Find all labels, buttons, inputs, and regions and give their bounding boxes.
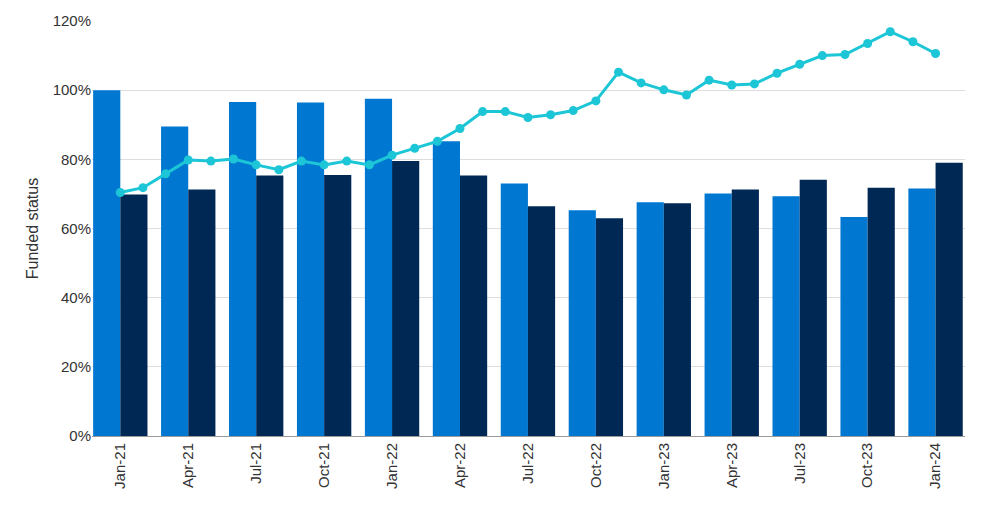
svg-text:80%: 80% [61, 151, 91, 168]
svg-text:Jan-24: Jan-24 [926, 443, 943, 489]
svg-text:0%: 0% [69, 427, 91, 444]
svg-text:Oct-22: Oct-22 [587, 443, 604, 488]
svg-text:Oct-23: Oct-23 [858, 443, 875, 488]
svg-text:Jul-23: Jul-23 [791, 443, 808, 484]
svg-text:60%: 60% [61, 220, 91, 237]
svg-text:Jan-22: Jan-22 [383, 443, 400, 489]
svg-text:Jul-21: Jul-21 [247, 443, 264, 484]
svg-text:100%: 100% [53, 81, 91, 98]
svg-text:Apr-22: Apr-22 [451, 443, 468, 488]
svg-text:Jan-23: Jan-23 [655, 443, 672, 489]
svg-text:Jan-21: Jan-21 [111, 443, 128, 489]
svg-text:120%: 120% [53, 12, 91, 29]
svg-text:Jul-22: Jul-22 [519, 443, 536, 484]
svg-text:20%: 20% [61, 358, 91, 375]
svg-text:Oct-21: Oct-21 [315, 443, 332, 488]
svg-text:Apr-23: Apr-23 [723, 443, 740, 488]
svg-text:Funded status: Funded status [24, 178, 41, 279]
svg-text:Apr-21: Apr-21 [179, 443, 196, 488]
svg-text:40%: 40% [61, 289, 91, 306]
